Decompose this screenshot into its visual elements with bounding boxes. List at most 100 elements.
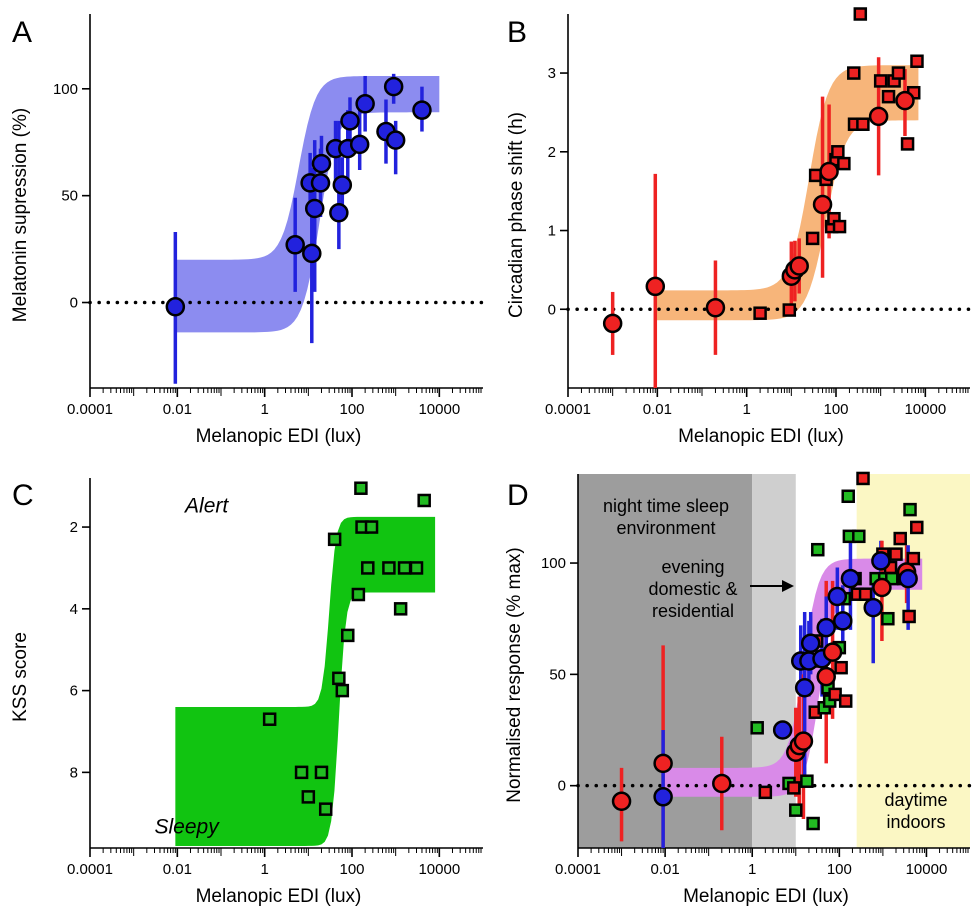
data-point-square [806,816,820,831]
data-point-square [837,156,851,171]
data-point-circle [871,551,891,571]
x-axis-title: Melanopic EDI (lux) [196,426,362,447]
data-point-square [753,306,767,320]
x-minor-ticks [567,388,969,396]
data-point-square [294,765,309,780]
data-point-circle [827,586,848,607]
data-point-circle [645,276,666,297]
y-tick-label: 100 [53,81,78,98]
x-tick-label: 0.01 [643,401,672,418]
data-point-circle [653,753,673,774]
y-axis-title: KSS score [10,632,31,722]
data-point-square [805,231,820,246]
model-band [175,516,436,846]
data-point-circle [304,198,325,219]
annotation-sleepy: Sleepy [155,816,221,839]
y-tick-label: 50 [61,188,78,205]
data-point-square [834,660,848,675]
data-point-square [397,561,412,575]
x-tick-label: 0.01 [651,861,680,878]
data-point-circle [712,773,732,794]
data-point-square [787,781,801,795]
data-point-square [852,529,866,544]
data-point-square [393,602,408,616]
data-point-square [910,54,924,68]
y-tick-label: 1 [548,223,556,240]
data-point-circle [840,568,861,589]
y-tick-label: 0 [558,778,566,795]
x-tick-label: 0.01 [163,861,192,878]
data-point-circle [385,130,406,150]
y-tick-label: 50 [549,666,566,683]
data-point-square [361,561,375,575]
data-point-circle [602,313,623,334]
data-point-square [341,628,355,643]
y-tick-label: 8 [70,764,78,781]
data-point-square [782,303,797,317]
data-point-square [858,587,873,601]
data-point-square [354,481,368,495]
data-point-square [750,721,764,735]
data-point-circle [872,577,892,598]
data-point-circle [898,568,918,589]
data-point-square [327,532,342,547]
region-label-evening: evening domestic & residential [648,557,737,621]
data-point-square [881,611,895,626]
data-point-square [881,89,896,104]
x-tick-label: 100 [339,861,364,878]
x-tick-label: 1 [748,861,756,878]
data-point-square [800,774,814,788]
data-point-square [789,803,803,817]
data-point-circle [789,256,809,276]
x-tick-label: 10000 [906,861,948,878]
data-point-circle [772,720,793,740]
data-point-circle [355,94,375,114]
data-point-square [417,493,431,508]
data-point-circle [285,235,305,255]
data-point-circle [349,134,370,155]
data-point-square [335,683,350,698]
data-point-square [906,551,921,566]
x-tick-label: 0.0001 [67,401,113,418]
data-points [262,481,431,816]
data-point-circle [340,111,360,131]
data-point-circle [310,173,331,193]
data-point-square [873,74,888,88]
data-points [165,76,432,317]
x-axis-title: Melanopic EDI (lux) [196,886,362,907]
data-point-circle [705,297,726,318]
region-label-daytime: daytime indoors [884,790,947,832]
data-point-circle [895,90,915,111]
x-tick-label: 0.0001 [555,861,601,878]
x-axis-title: Melanopic EDI (lux) [683,886,849,907]
region-label-night: night time sleep environment [603,496,729,538]
data-point-circle [833,611,853,631]
data-point-square [853,7,868,21]
y-tick-label: 100 [541,555,566,572]
data-point-circle [793,731,814,751]
data-point-square [301,790,316,804]
data-point-square [838,694,853,708]
data-point-square [351,587,366,602]
data-point-square [382,561,396,575]
data-point-circle [816,617,836,638]
x-minor-ticks [89,848,482,856]
x-tick-label: 1 [260,861,268,878]
data-points [611,471,924,831]
y-tick-label: 0 [70,295,78,312]
data-point-square [332,671,346,686]
x-tick-label: 100 [823,401,848,418]
data-point-square [910,520,924,535]
x-tick-label: 10000 [904,401,946,418]
data-point-circle [819,161,839,182]
x-minor-ticks [89,388,482,396]
data-point-circle [822,642,843,662]
x-tick-label: 10000 [418,401,460,418]
data-point-circle [165,297,186,317]
data-point-square [889,547,903,561]
data-point-square [811,542,825,557]
data-point-circle [412,100,432,120]
panel-b: 0.0001 0.01 1 100 10000 0 1 2 3 Melanopic EDI (lu… [506,7,972,447]
x-tick-label: 10000 [418,861,460,878]
